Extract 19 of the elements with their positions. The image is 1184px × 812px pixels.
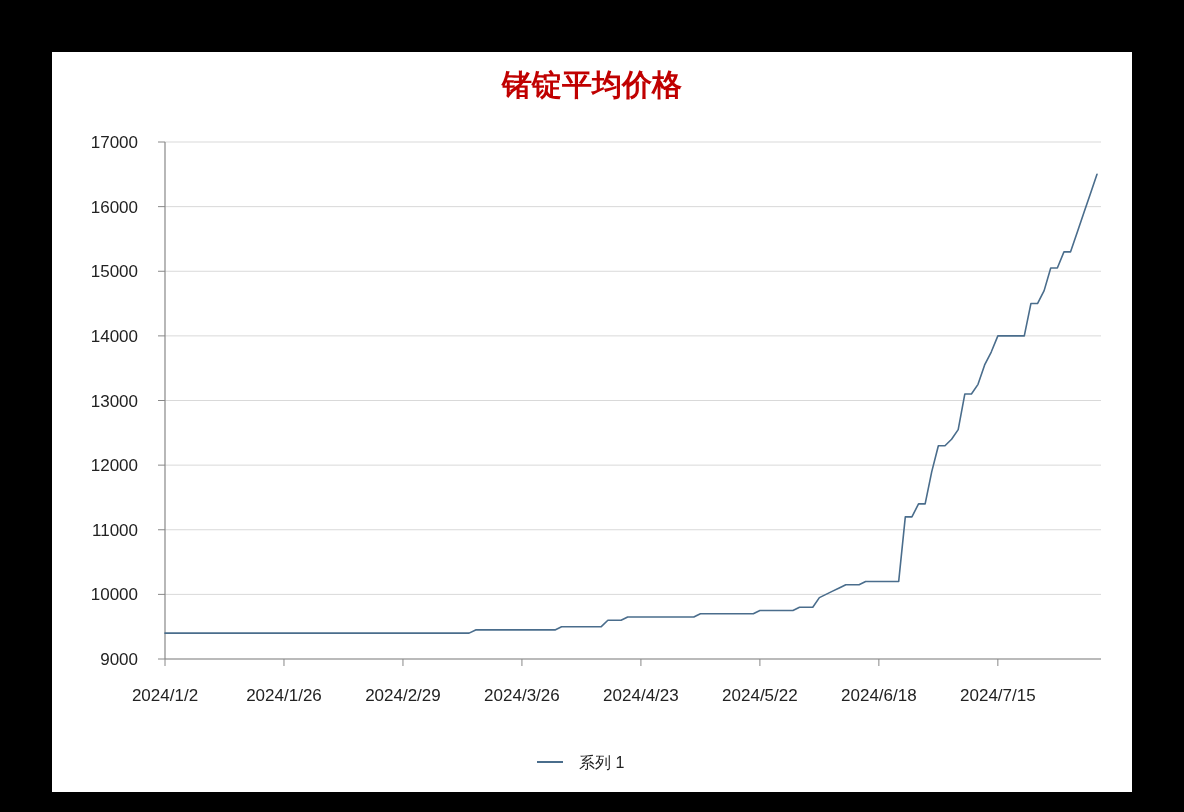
chart-title: 锗锭平均价格 — [501, 68, 682, 101]
y-tick-label: 15000 — [90, 262, 138, 282]
x-tick-label: 2024/4/23 — [603, 686, 679, 705]
x-tick-label: 2024/6/18 — [841, 686, 917, 705]
y-tick-label: 13000 — [90, 391, 138, 411]
y-tick-label: 10000 — [90, 585, 138, 605]
legend-label: 系列 1 — [579, 754, 625, 771]
y-tick-label: 9000 — [100, 650, 138, 669]
y-tick-label: 17000 — [90, 133, 138, 152]
x-tick-label: 2024/1/2 — [131, 686, 199, 705]
y-tick-label: 11000 — [91, 520, 138, 540]
y-tick-label: 14000 — [90, 326, 138, 346]
y-tick-label: 12000 — [90, 456, 138, 476]
x-tick-label: 2024/1/26 — [246, 686, 322, 705]
x-tick-label: 2024/7/15 — [960, 686, 1036, 705]
x-tick-label: 2024/5/22 — [722, 686, 798, 705]
x-tick-label: 2024/3/26 — [484, 686, 560, 705]
x-tick-label: 2024/2/29 — [365, 686, 441, 705]
y-tick-label: 16000 — [90, 197, 138, 217]
